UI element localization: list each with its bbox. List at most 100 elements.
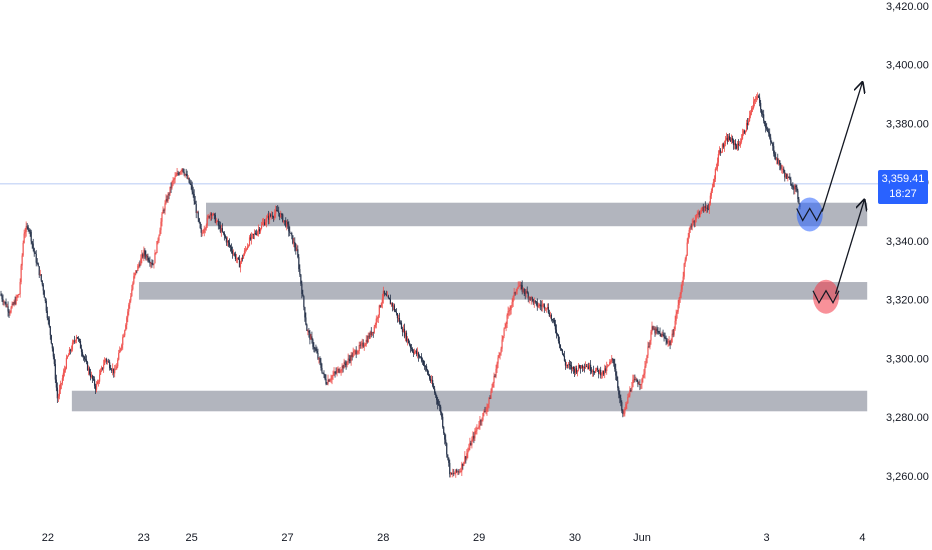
candle-body-86 [86, 362, 89, 371]
candle-body-193 [194, 201, 196, 205]
candle-body-484 [487, 404, 489, 408]
candle-body-723 [727, 136, 730, 142]
candle-body-596 [600, 369, 602, 376]
candle-body-353 [355, 350, 357, 355]
candle-body-10 [10, 307, 12, 313]
candle-body-38 [38, 266, 40, 276]
candle-body-85 [85, 359, 88, 363]
candle-body-296 [298, 257, 300, 270]
candle-body-227 [228, 242, 231, 246]
candle-body-204 [205, 225, 207, 229]
candle-body-662 [666, 340, 668, 343]
candle-body-603 [607, 365, 609, 367]
candle-body-172 [173, 179, 175, 181]
candle-body-83 [83, 356, 86, 360]
candle-body-4 [4, 301, 6, 303]
candle-body-284 [286, 222, 288, 227]
candle-body-643 [647, 346, 649, 356]
candle-body-787 [792, 186, 794, 188]
candle-body-118 [119, 350, 121, 354]
candle-body-638 [642, 374, 644, 380]
candle-body-122 [123, 335, 125, 338]
candle-body-675 [679, 294, 681, 299]
candle-body-351 [353, 351, 355, 353]
x-tick-label: 29 [473, 532, 485, 544]
candle-body-355 [357, 351, 359, 354]
candle-body-699 [703, 206, 705, 212]
candle-body-329 [331, 376, 333, 380]
candle-body-691 [695, 215, 697, 220]
candle-body-736 [740, 138, 743, 142]
candle-body-537 [540, 305, 542, 307]
candle-body-144 [145, 254, 147, 258]
candle-body-197 [198, 218, 200, 223]
candle-body-176 [177, 173, 179, 175]
candle-body-520 [523, 288, 525, 293]
candle-body-76 [76, 336, 79, 339]
x-tick-label: 25 [186, 532, 198, 544]
candle-body-434 [437, 400, 439, 405]
candle-body-664 [668, 341, 670, 342]
candle-body-616 [620, 398, 622, 403]
candle-body-238 [239, 262, 242, 268]
candle-body-170 [171, 181, 173, 188]
candle-body-580 [583, 367, 586, 369]
current-price-badge: 3,359.41 18:27 [878, 170, 928, 204]
candle-body-568 [571, 366, 574, 370]
candle-body-110 [111, 369, 113, 371]
candle-body-419 [421, 360, 424, 362]
candle-body-510 [513, 292, 515, 297]
candle-body-505 [508, 310, 510, 312]
candle-body-607 [611, 358, 613, 361]
candle-body-429 [432, 380, 434, 386]
zone-1 [138, 282, 868, 300]
candle-body-792 [797, 190, 799, 200]
candle-body-401 [403, 328, 406, 337]
candle-body-294 [296, 249, 298, 251]
candle-body-454 [457, 471, 459, 473]
candle-body-375 [377, 314, 379, 319]
candle-body-546 [549, 315, 551, 317]
candle-body-65 [65, 358, 68, 369]
candle-body-99 [100, 370, 102, 375]
candle-body-650 [654, 328, 656, 334]
candle-body-28 [28, 229, 30, 231]
candle-body-564 [567, 364, 570, 366]
candle-body-153 [154, 253, 156, 264]
candle-body-483 [486, 407, 488, 411]
candle-body-532 [535, 301, 537, 303]
candle-body-522 [525, 290, 527, 295]
candle-body-595 [599, 369, 601, 374]
candle-body-219 [220, 228, 222, 232]
candle-body-496 [499, 352, 501, 356]
candle-body-117 [118, 353, 120, 360]
candle-body-399 [401, 329, 404, 333]
candle-body-30 [30, 231, 32, 242]
candle-body-756 [761, 109, 763, 114]
candle-body-688 [692, 220, 694, 224]
candle-body-142 [143, 250, 145, 257]
candle-body-186 [187, 177, 189, 179]
candle-body-544 [547, 307, 549, 313]
candle-body-136 [137, 265, 139, 271]
candle-body-693 [697, 212, 699, 214]
candle-body-167 [168, 193, 170, 195]
candle-body-146 [147, 255, 149, 261]
candle-body-778 [783, 168, 785, 173]
candle-body-605 [609, 361, 611, 365]
candle-body-686 [690, 226, 692, 228]
candle-body-119 [120, 348, 122, 351]
candle-body-67 [67, 354, 70, 357]
candle-body-393 [395, 311, 398, 314]
candle-body-495 [498, 355, 500, 358]
candle-body-440 [443, 426, 445, 434]
candle-body-700 [704, 206, 706, 208]
candle-body-53 [53, 356, 55, 364]
candle-body-413 [415, 350, 418, 355]
candle-body-54 [54, 363, 56, 380]
candle-body-314 [316, 350, 318, 353]
candle-body-225 [226, 240, 228, 243]
candle-body-478 [481, 419, 483, 422]
candle-body-458 [461, 463, 463, 472]
